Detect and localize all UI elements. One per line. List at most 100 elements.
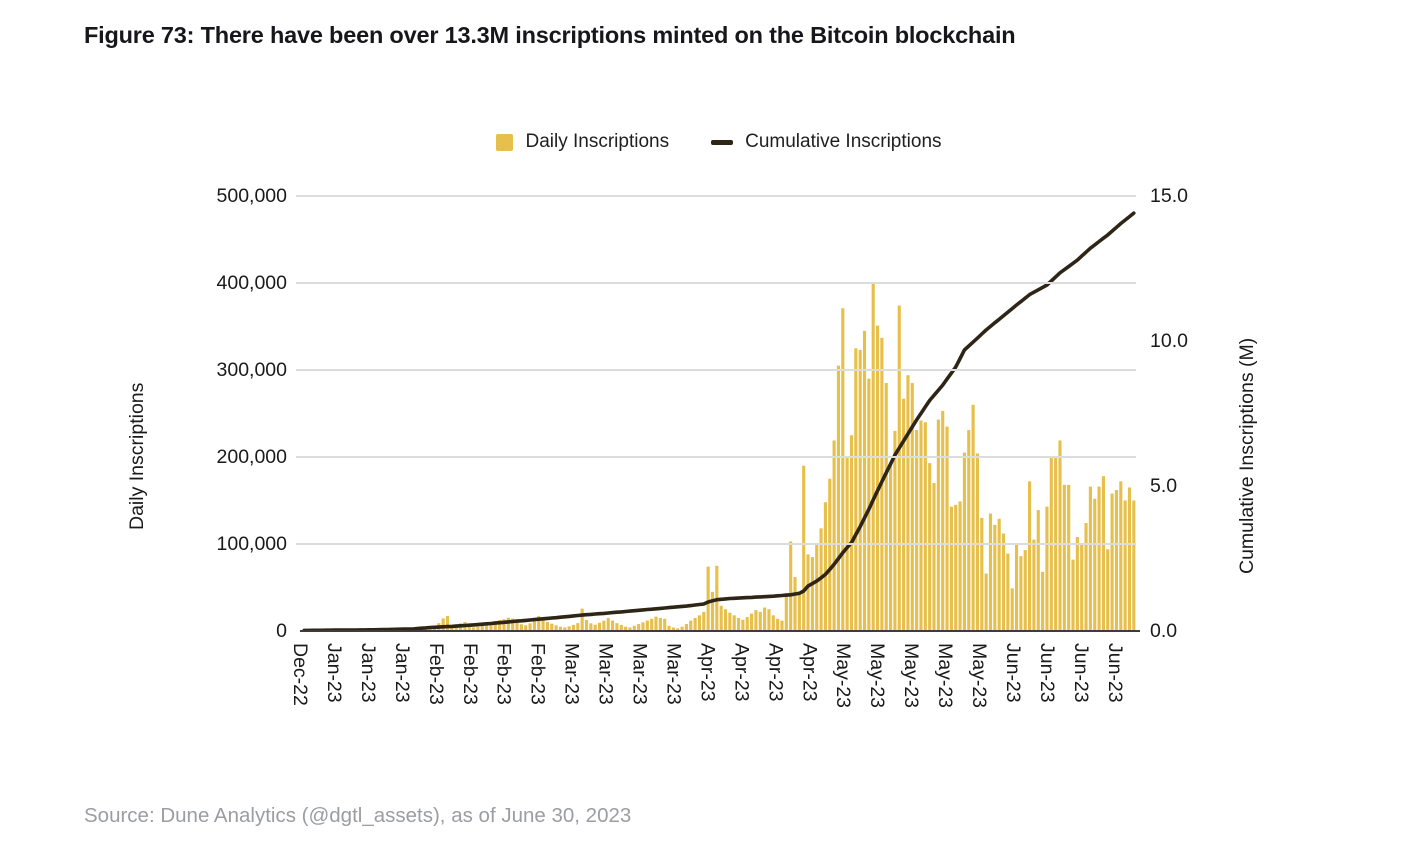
daily-inscriptions-bar xyxy=(589,623,593,631)
daily-inscriptions-bar xyxy=(1010,588,1014,631)
gridline xyxy=(296,282,1136,284)
daily-inscriptions-bar xyxy=(602,620,606,631)
daily-inscriptions-bar xyxy=(867,378,871,631)
x-axis-tick: Jun-23 xyxy=(1001,643,1024,703)
source-attribution: Source: Dune Analytics (@dgtl_assets), a… xyxy=(84,804,632,827)
daily-inscriptions-bar xyxy=(997,518,1001,631)
daily-inscriptions-bar xyxy=(537,616,541,631)
daily-inscriptions-bar xyxy=(541,618,545,631)
daily-inscriptions-bar xyxy=(993,524,997,631)
daily-inscriptions-bar xyxy=(693,617,697,631)
daily-inscriptions-bar xyxy=(780,620,784,631)
daily-inscriptions-bar xyxy=(524,625,528,631)
left-axis-tick: 300,000 xyxy=(216,359,288,381)
daily-inscriptions-bar xyxy=(802,465,806,631)
daily-inscriptions-bar xyxy=(684,624,688,631)
daily-inscriptions-bar xyxy=(945,426,949,631)
daily-inscriptions-bar xyxy=(567,626,571,631)
gridline xyxy=(296,369,1136,371)
daily-inscriptions-bar xyxy=(1019,556,1023,631)
daily-inscriptions-bar xyxy=(1001,533,1006,631)
x-axis-tick: Jun-23 xyxy=(1035,643,1058,703)
daily-inscriptions-bar xyxy=(476,626,480,631)
daily-inscriptions-bar xyxy=(767,609,771,631)
daily-inscriptions-bar xyxy=(637,624,641,631)
right-axis-tick: 10.0 xyxy=(1150,330,1188,352)
right-axis-tick: 5.0 xyxy=(1150,475,1178,497)
daily-inscriptions-bar xyxy=(1071,559,1075,631)
daily-inscriptions-bar xyxy=(754,610,758,631)
daily-inscriptions-bar xyxy=(1119,481,1123,631)
daily-inscriptions-bar xyxy=(823,502,827,631)
daily-inscriptions-bar xyxy=(624,626,628,631)
daily-inscriptions-bar xyxy=(667,625,671,631)
daily-inscriptions-bar xyxy=(489,622,493,631)
daily-inscriptions-bar xyxy=(741,619,745,631)
daily-inscriptions-bar xyxy=(971,404,975,631)
daily-inscriptions-bar xyxy=(988,513,993,631)
legend-item-cumulative: Cumulative Inscriptions xyxy=(711,131,942,153)
daily-inscriptions-bar xyxy=(728,612,732,631)
daily-inscriptions-bar xyxy=(467,626,471,631)
daily-inscriptions-bar xyxy=(1132,500,1136,631)
daily-inscriptions-bar xyxy=(1101,476,1105,631)
daily-inscriptions-bar xyxy=(680,626,684,631)
daily-inscriptions-bar xyxy=(611,620,615,631)
daily-inscriptions-bar xyxy=(771,615,775,631)
daily-inscriptions-bar xyxy=(832,440,836,631)
daily-inscriptions-bar xyxy=(1084,523,1088,631)
daily-inscriptions-bar xyxy=(1023,550,1027,631)
daily-inscriptions-bar xyxy=(710,591,715,631)
daily-inscriptions-bar xyxy=(706,566,710,631)
x-axis-tick: Jan-23 xyxy=(390,643,413,703)
daily-inscriptions-bar xyxy=(532,621,536,631)
cumulative-inscriptions-line xyxy=(302,211,1136,631)
daily-inscriptions-bar xyxy=(1088,486,1092,631)
x-axis-tick: Mar-23 xyxy=(594,643,617,705)
daily-inscriptions-bar xyxy=(580,608,584,631)
daily-inscriptions-bar xyxy=(654,616,658,631)
daily-inscriptions-bar xyxy=(1045,506,1049,631)
daily-inscriptions-bar xyxy=(893,430,897,631)
daily-inscriptions-bar xyxy=(619,624,623,631)
daily-inscriptions-bar xyxy=(758,611,762,631)
x-axis-tick: Mar-23 xyxy=(628,643,651,705)
daily-inscriptions-bar xyxy=(663,618,667,631)
daily-inscriptions-bar xyxy=(928,463,932,631)
daily-inscriptions-bar xyxy=(1058,440,1062,631)
daily-inscriptions-bar xyxy=(958,501,962,631)
chart-plot-area xyxy=(296,195,1140,632)
daily-inscriptions-bar xyxy=(862,330,867,631)
x-axis-tick: Jun-23 xyxy=(1103,643,1126,703)
daily-inscriptions-bar xyxy=(498,620,502,631)
daily-inscriptions-bar xyxy=(980,517,984,631)
daily-inscriptions-bar xyxy=(1041,571,1045,631)
chart-canvas xyxy=(302,211,1136,631)
daily-inscriptions-bar xyxy=(784,594,788,631)
daily-inscriptions-bar xyxy=(515,622,519,631)
daily-inscriptions-bar xyxy=(797,591,801,631)
legend-item-daily: Daily Inscriptions xyxy=(496,131,669,153)
daily-inscriptions-bar xyxy=(1110,493,1114,631)
daily-inscriptions-bar xyxy=(806,554,810,631)
daily-inscriptions-bar xyxy=(776,618,780,631)
left-axis-title: Daily Inscriptions xyxy=(126,382,148,530)
daily-inscriptions-bar xyxy=(841,308,845,631)
daily-inscriptions-bar xyxy=(1114,490,1119,631)
daily-inscriptions-bar xyxy=(789,541,793,631)
x-axis-tick: Feb-23 xyxy=(492,643,515,705)
daily-inscriptions-bar xyxy=(480,625,484,631)
gridline xyxy=(296,543,1136,545)
left-axis-tick: 0 xyxy=(276,620,287,642)
daily-inscriptions-bar xyxy=(910,383,914,631)
daily-inscriptions-bar xyxy=(689,620,693,631)
daily-inscriptions-bar xyxy=(563,627,567,631)
x-axis-tick: May-23 xyxy=(968,643,990,709)
x-axis-tick: May-23 xyxy=(866,643,889,709)
daily-inscriptions-bar xyxy=(441,618,445,631)
gridline xyxy=(296,456,1136,458)
x-axis-tick: Apr-23 xyxy=(696,643,719,702)
daily-inscriptions-bar xyxy=(815,544,819,631)
gridline xyxy=(296,195,1136,197)
daily-inscriptions-bar xyxy=(1127,487,1132,631)
